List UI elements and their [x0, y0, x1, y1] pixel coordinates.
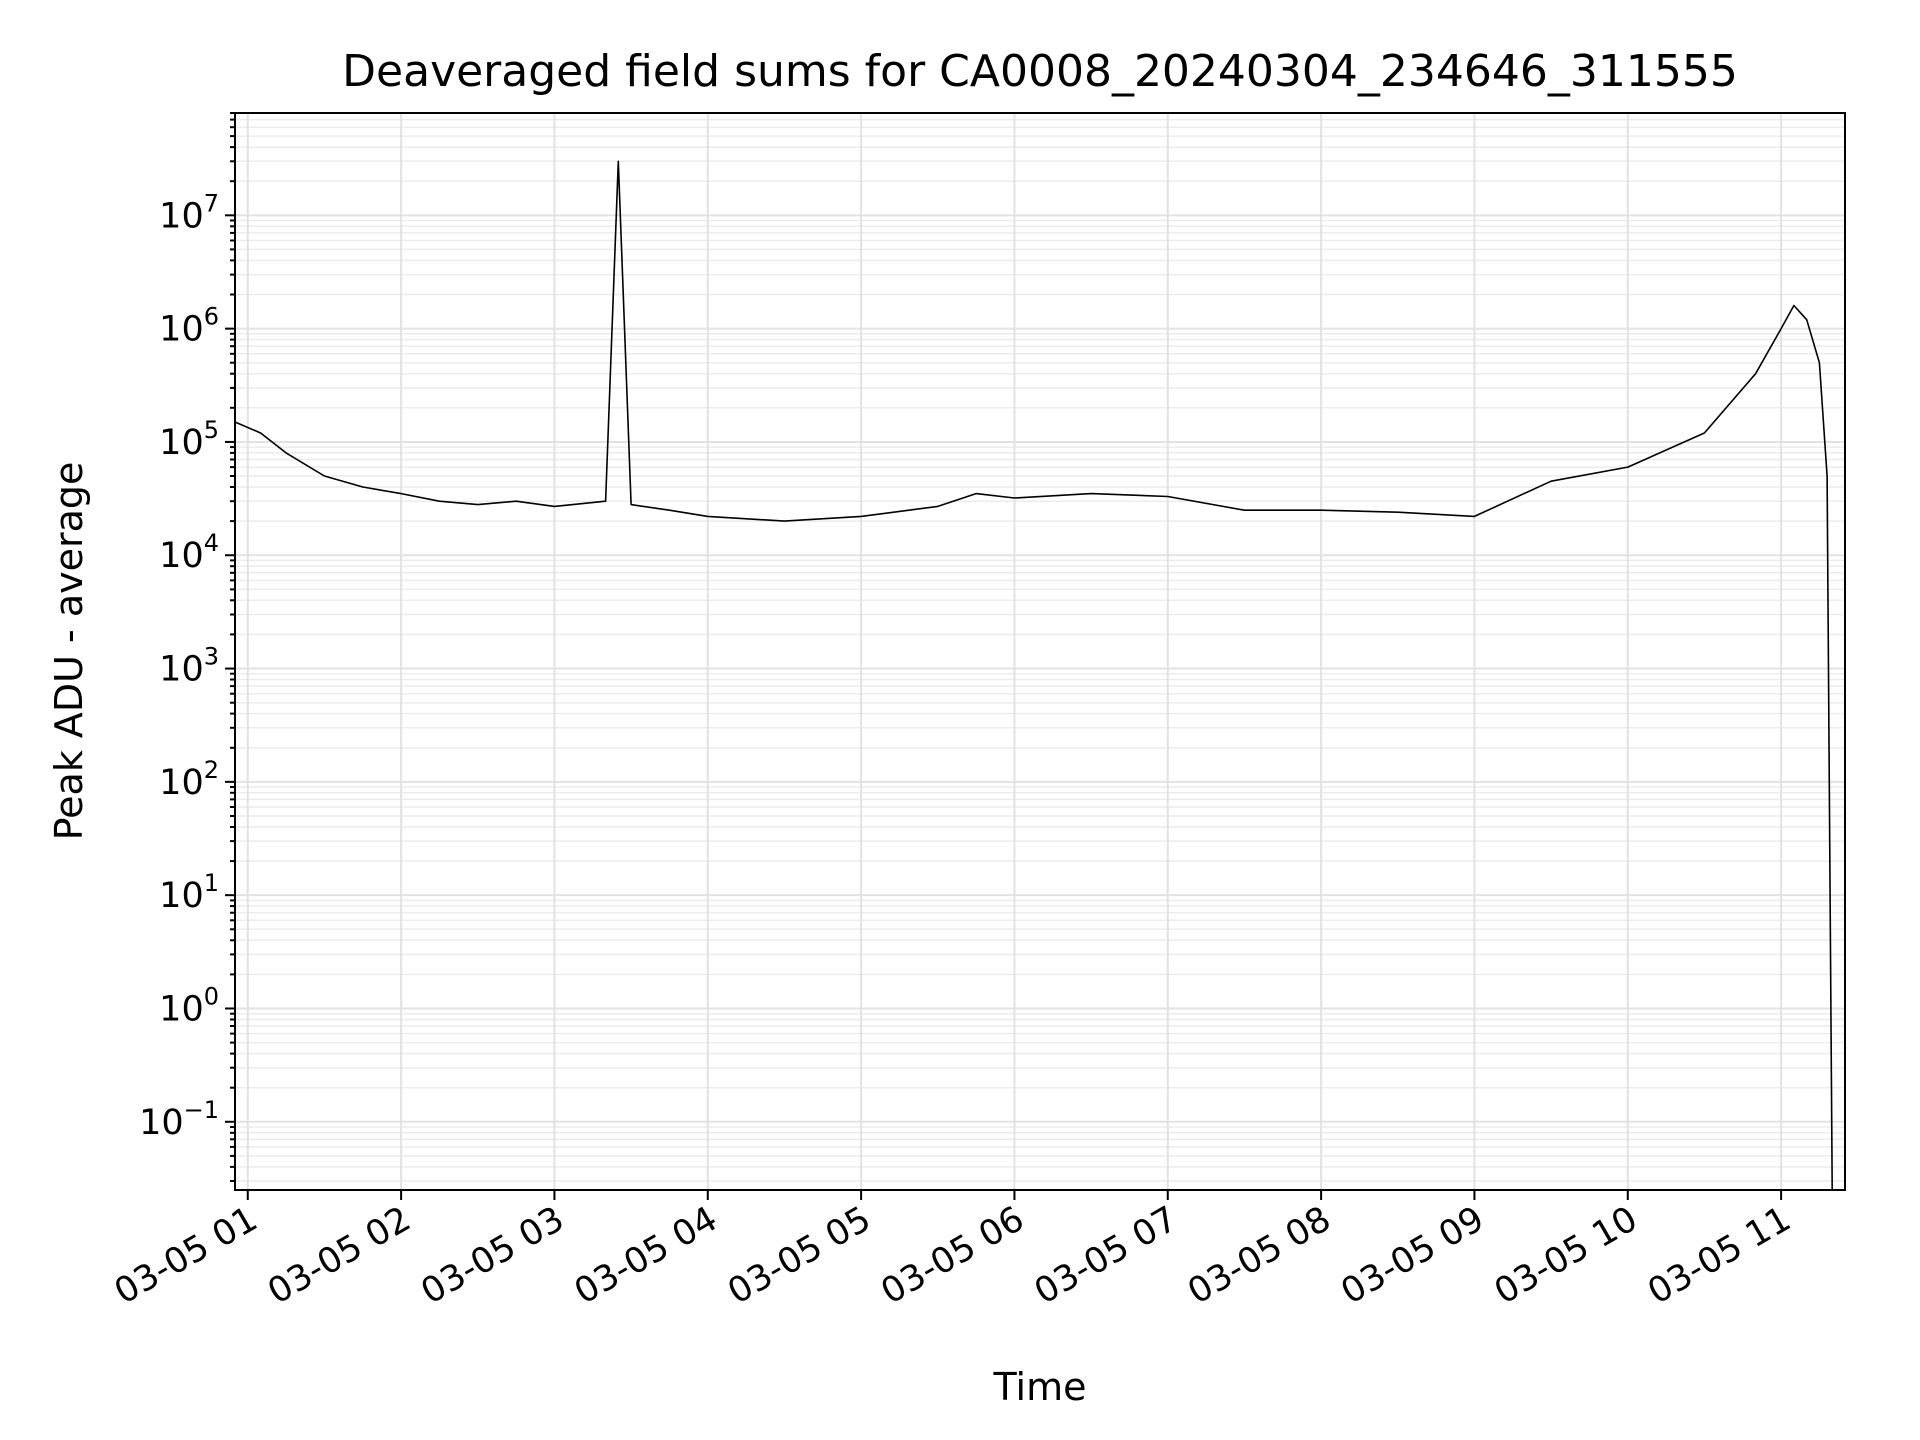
x-tick-label: 03-05 04: [568, 1199, 724, 1312]
x-tick-label: 03-05 05: [721, 1199, 877, 1312]
x-axis-label: Time: [993, 1365, 1087, 1409]
y-tick-labels: 10−1 100 101 102 103 104 105 106 107: [139, 189, 219, 1142]
x-tick-label: 03-05 06: [875, 1199, 1031, 1312]
series-layer: [235, 160, 1833, 1190]
plot-frame: [234, 112, 1846, 1191]
ticks: [225, 112, 1783, 1200]
y-axis-label: Peak ADU - average: [47, 462, 91, 841]
y-tick-label: 106: [159, 303, 219, 350]
x-tick-label: 03-05 02: [261, 1199, 417, 1312]
x-tick-label: 03-05 10: [1488, 1199, 1644, 1312]
y-tick-label: 104: [159, 529, 219, 576]
x-tick-label: 03-05 01: [108, 1199, 264, 1312]
y-tick-label: 10−1: [139, 1096, 219, 1143]
y-tick-label: 103: [159, 643, 219, 690]
x-tick-label: 03-05 09: [1335, 1199, 1491, 1312]
x-tick-label: 03-05 03: [415, 1199, 571, 1312]
y-tick-label: 107: [159, 189, 219, 236]
chart-title: Deaveraged field sums for CA0008_2024030…: [342, 46, 1738, 97]
grid: [235, 112, 1845, 1190]
x-tick-label: 03-05 11: [1641, 1199, 1797, 1312]
series-line: [235, 160, 1833, 1190]
y-tick-label: 102: [159, 756, 219, 803]
y-tick-label: 105: [159, 416, 219, 463]
y-tick-label: 101: [159, 869, 219, 916]
x-tick-label: 03-05 08: [1181, 1199, 1337, 1312]
x-tick-label: 03-05 07: [1028, 1199, 1184, 1312]
y-tick-label: 100: [159, 982, 219, 1029]
